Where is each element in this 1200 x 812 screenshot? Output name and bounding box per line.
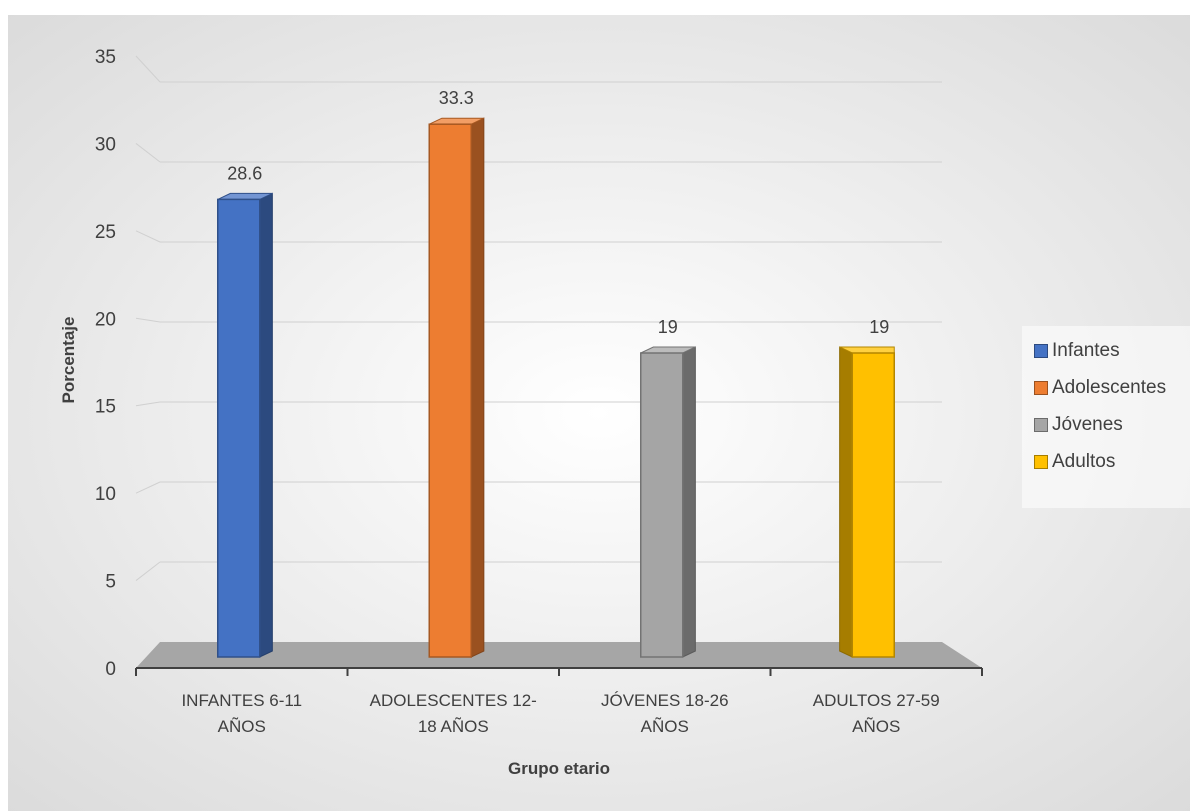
bar-side <box>259 192 273 658</box>
legend-item: Adolescentes <box>1034 375 1166 401</box>
data-label: 33.3 <box>439 88 474 108</box>
gridline-side <box>135 317 161 323</box>
x-category-label-line: INFANTES 6-11 <box>181 691 302 710</box>
bar <box>851 352 895 658</box>
x-category-label-line: AÑOS <box>641 717 689 736</box>
x-category-label-line: JÓVENES 18-26 <box>601 691 729 710</box>
y-tick-label: 10 <box>95 484 116 505</box>
bar <box>217 198 261 658</box>
legend-item: Infantes <box>1034 338 1120 364</box>
y-tick-label: 25 <box>95 222 116 243</box>
y-tick-label: 20 <box>95 309 116 330</box>
chart-background <box>8 15 1190 811</box>
x-category-label: JÓVENES 18-26 AÑOS <box>601 691 729 736</box>
data-label: 19 <box>869 317 889 337</box>
data-label: 19 <box>658 317 678 337</box>
gridline-side <box>135 55 161 83</box>
legend-label: Infantes <box>1052 340 1120 361</box>
y-tick-label: 35 <box>95 47 116 68</box>
chart-floor <box>136 642 982 668</box>
data-label: 28.6 <box>227 163 262 183</box>
y-tick-label: 0 <box>105 659 116 680</box>
y-axis-title: Porcentaje <box>59 317 78 404</box>
x-category-label-line: AÑOS <box>852 717 900 736</box>
x-category-label: INFANTES 6-11 AÑOS <box>181 691 302 736</box>
x-category-label: ADULTOS 27-59 AÑOS <box>813 691 940 736</box>
bar-side <box>470 117 485 658</box>
x-axis-title: Grupo etario <box>508 759 610 778</box>
bar <box>428 123 472 658</box>
bar-side <box>682 346 696 658</box>
legend-item: Jóvenes <box>1034 412 1123 438</box>
legend-swatch <box>1034 381 1048 395</box>
x-category-label-line: AÑOS <box>218 717 266 736</box>
legend-swatch <box>1034 344 1048 358</box>
gridline-side <box>135 561 161 581</box>
bar-side <box>839 346 853 658</box>
legend-item: Adultos <box>1034 449 1115 475</box>
y-tick-label: 5 <box>105 572 116 593</box>
x-category-label-line: 18 AÑOS <box>418 717 489 736</box>
bar <box>640 352 684 658</box>
legend-label: Adultos <box>1052 451 1116 472</box>
y-tick-label: 30 <box>95 134 116 155</box>
legend-label: Jóvenes <box>1052 414 1123 435</box>
x-category-label: ADOLESCENTES 12- 18 AÑOS <box>370 691 537 736</box>
y-tick-label: 15 <box>95 397 116 418</box>
gridline-side <box>135 143 161 163</box>
legend-label: Adolescentes <box>1052 377 1167 398</box>
x-category-label-line: ADOLESCENTES 12- <box>370 691 537 710</box>
x-category-label-line: ADULTOS 27-59 <box>813 691 940 710</box>
gridline-side <box>135 481 161 494</box>
gridline-side <box>135 230 161 243</box>
legend-swatch <box>1034 455 1048 469</box>
legend-swatch <box>1034 418 1048 432</box>
gridline-side <box>135 401 161 407</box>
legend: Infantes Adolescentes Jóvenes Adultos <box>1022 326 1196 508</box>
